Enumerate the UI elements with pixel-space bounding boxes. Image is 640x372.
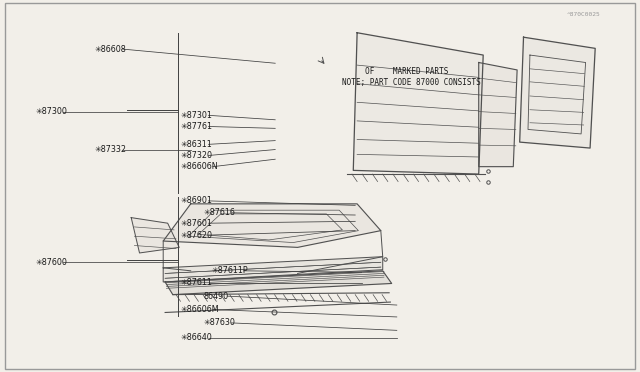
Text: ✳87616: ✳87616 bbox=[204, 208, 236, 217]
Text: ✳87301: ✳87301 bbox=[180, 111, 212, 120]
Text: ✳87601: ✳87601 bbox=[180, 219, 212, 228]
Text: ✳87630: ✳87630 bbox=[204, 318, 236, 327]
Text: ✳87611P: ✳87611P bbox=[211, 266, 248, 275]
Text: ✳87332: ✳87332 bbox=[95, 145, 127, 154]
Text: ✳86640: ✳86640 bbox=[180, 333, 212, 342]
Text: ✳86606M: ✳86606M bbox=[180, 305, 219, 314]
Text: OF    MARKED PARTS: OF MARKED PARTS bbox=[342, 67, 449, 76]
Text: NOTE; PART CODE 87000 CONSISTS: NOTE; PART CODE 87000 CONSISTS bbox=[342, 78, 481, 87]
Text: ✳87761: ✳87761 bbox=[180, 122, 212, 131]
Text: ✳87300: ✳87300 bbox=[35, 107, 67, 116]
Text: ✳86901: ✳86901 bbox=[180, 196, 212, 205]
Text: ✳87600: ✳87600 bbox=[35, 258, 67, 267]
Polygon shape bbox=[163, 204, 381, 247]
Polygon shape bbox=[520, 37, 595, 148]
Polygon shape bbox=[165, 271, 392, 295]
Text: 86490: 86490 bbox=[204, 292, 228, 301]
Polygon shape bbox=[479, 62, 517, 167]
Polygon shape bbox=[163, 257, 383, 282]
Text: ✳87320: ✳87320 bbox=[180, 151, 212, 160]
Text: ✳86608: ✳86608 bbox=[95, 45, 127, 54]
Text: ✳86311: ✳86311 bbox=[180, 140, 212, 149]
Text: ^870C0025: ^870C0025 bbox=[566, 12, 600, 17]
Text: ✳87620: ✳87620 bbox=[180, 231, 212, 240]
Polygon shape bbox=[131, 218, 179, 253]
Polygon shape bbox=[353, 33, 483, 174]
Text: ✳86606N: ✳86606N bbox=[180, 162, 218, 171]
Text: ✳87611: ✳87611 bbox=[180, 278, 212, 287]
